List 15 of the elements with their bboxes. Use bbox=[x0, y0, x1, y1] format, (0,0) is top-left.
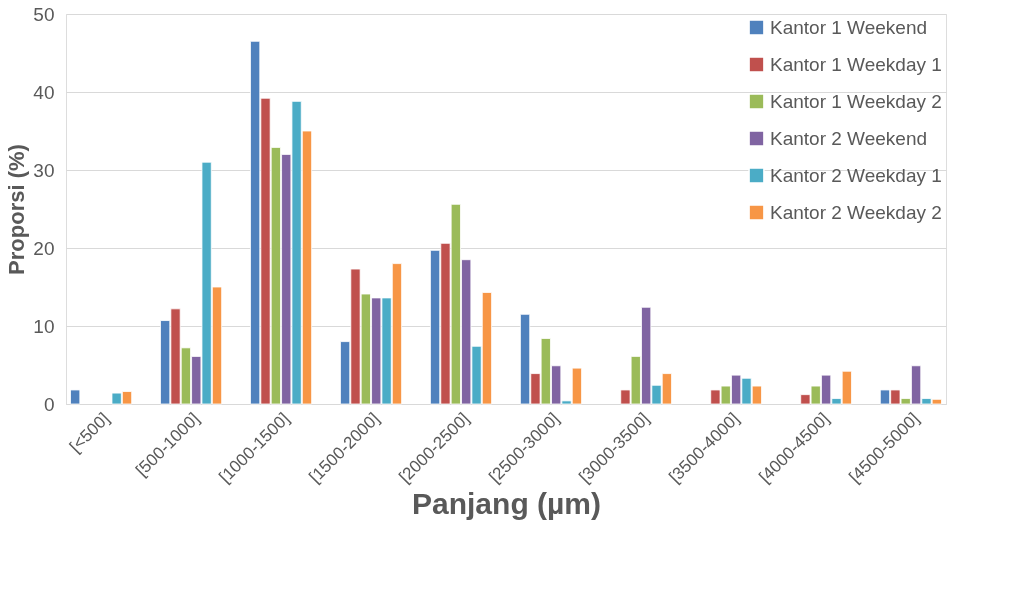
bar bbox=[70, 389, 81, 405]
y-tick-label: 10 bbox=[33, 315, 55, 337]
legend-label: Kantor 2 Weekend bbox=[770, 127, 928, 149]
legend-label: Kantor 2 Weekday 2 bbox=[770, 201, 942, 223]
y-tick-label: 40 bbox=[33, 81, 55, 103]
y-tick-label: 50 bbox=[33, 3, 55, 25]
legend-label: Kantor 1 Weekday 2 bbox=[770, 90, 942, 112]
y-tick-label: 20 bbox=[33, 237, 55, 259]
legend-label: Kantor 1 Weekday 1 bbox=[770, 53, 942, 75]
legend-label: Kantor 1 Weekend bbox=[770, 16, 928, 38]
x-axis-title: Panjang (µm) bbox=[412, 486, 601, 520]
y-tick-label: 0 bbox=[43, 393, 55, 415]
legend-label: Kantor 2 Weekday 1 bbox=[770, 164, 942, 186]
y-tick-label: 30 bbox=[33, 159, 55, 181]
y-axis-title: Proporsi (%) bbox=[4, 144, 30, 275]
